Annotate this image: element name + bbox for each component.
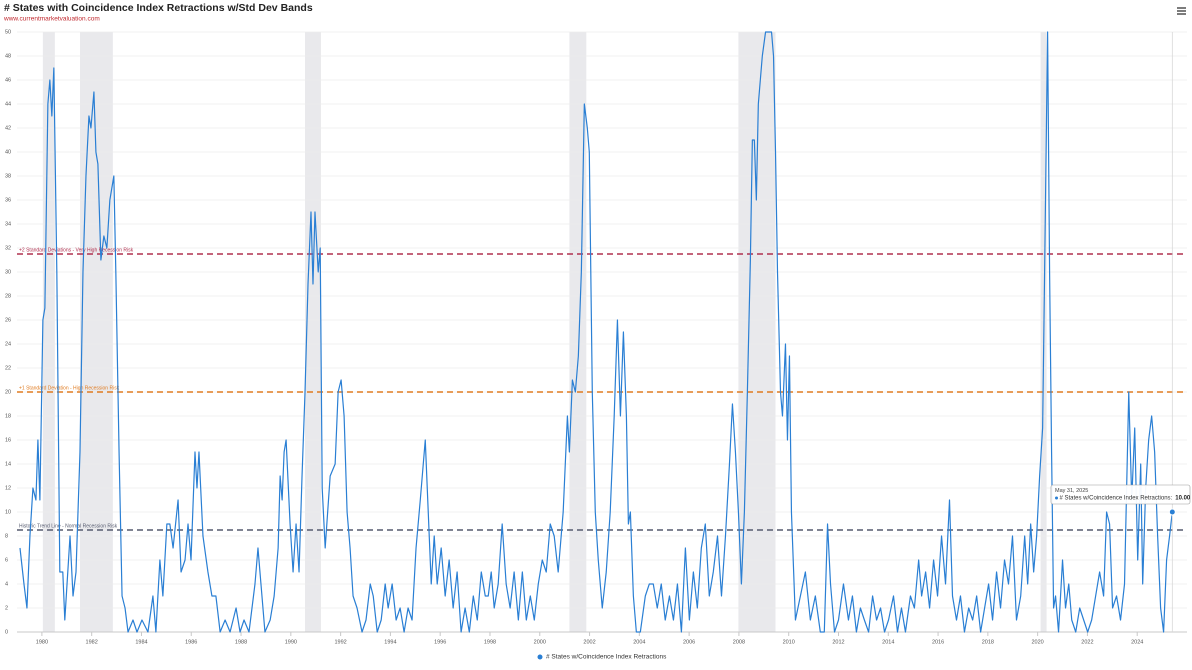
tooltip-date: May 31, 2025 [1055, 488, 1088, 494]
recession-band [79, 32, 113, 632]
reference-label: +1 Standard Deviation - High Recession R… [19, 385, 120, 391]
y-tick-label: 18 [5, 413, 11, 419]
tooltip-marker [1168, 508, 1176, 516]
y-tick-label: 48 [5, 53, 11, 59]
chart-title: # States with Coincidence Index Retracti… [4, 2, 313, 14]
x-tick-label: 1982 [86, 639, 98, 645]
x-tick-label: 2016 [932, 639, 944, 645]
x-tick-label: 2010 [783, 639, 795, 645]
recession-band [569, 32, 587, 632]
menu-button[interactable] [1174, 4, 1190, 18]
y-tick-label: 36 [5, 197, 11, 203]
x-tick-label: 2018 [982, 639, 994, 645]
x-tick-label: 1992 [334, 639, 346, 645]
x-tick-label: 2008 [733, 639, 745, 645]
y-tick-label: 34 [5, 221, 11, 227]
grid-layer [17, 31, 1187, 636]
y-tick-label: 30 [5, 269, 11, 275]
recession-band [738, 32, 776, 632]
x-tick-label: 2022 [1081, 639, 1093, 645]
tooltip-layer: May 31, 2025 # States w/Coincidence Index… [1050, 32, 1191, 632]
chart-subtitle: www.currentmarketvaluation.com [3, 16, 100, 23]
tooltip-box [1050, 484, 1191, 505]
y-tick-label: 40 [5, 149, 11, 155]
x-tick-label: 2020 [1032, 639, 1044, 645]
recession-band [305, 32, 321, 632]
legend-label: # States w/Coincidence Index Retractions [546, 654, 667, 661]
label-layer: 0246810121416182022242628303234363840424… [5, 29, 1143, 645]
y-tick-label: 10 [5, 509, 11, 515]
y-tick-label: 44 [5, 101, 11, 107]
x-tick-label: 1984 [135, 639, 147, 645]
x-tick-label: 1990 [285, 639, 297, 645]
y-tick-label: 16 [5, 437, 11, 443]
y-tick-label: 0 [5, 629, 8, 635]
recession-band [42, 32, 55, 632]
x-tick-label: 1994 [384, 639, 396, 645]
x-tick-label: 1980 [36, 639, 48, 645]
legend: # States w/Coincidence Index Retractions [537, 654, 667, 661]
x-tick-label: 2002 [583, 639, 595, 645]
x-tick-label: 2014 [882, 639, 894, 645]
x-tick-label: 2004 [633, 639, 645, 645]
y-tick-label: 24 [5, 341, 11, 347]
reference-label: +2 Standard Deviations - Very High Reces… [19, 247, 134, 253]
y-tick-label: 12 [5, 485, 11, 491]
data-layer [19, 31, 1173, 633]
y-tick-label: 32 [5, 245, 11, 251]
y-tick-label: 20 [5, 389, 11, 395]
x-tick-label: 2012 [832, 639, 844, 645]
y-tick-label: 26 [5, 317, 11, 323]
tooltip-value: 10.00 [1175, 496, 1191, 502]
x-tick-label: 2006 [683, 639, 695, 645]
reference-layer: +2 Standard Deviations - Very High Reces… [17, 247, 1187, 531]
x-tick-label: 1996 [434, 639, 446, 645]
y-tick-label: 22 [5, 365, 11, 371]
y-tick-label: 28 [5, 293, 11, 299]
y-tick-label: 42 [5, 125, 11, 131]
x-tick-label: 2000 [534, 639, 546, 645]
y-tick-label: 2 [5, 605, 8, 611]
tooltip-swatch [1055, 496, 1058, 500]
y-tick-label: 6 [5, 557, 8, 563]
tooltip-label: # States w/Coincidence Index Retractions… [1060, 496, 1173, 502]
y-tick-label: 38 [5, 173, 11, 179]
y-tick-label: 50 [5, 29, 11, 35]
x-tick-label: 2024 [1131, 639, 1143, 645]
legend-marker [537, 654, 543, 660]
series-line [19, 31, 1173, 633]
y-tick-label: 14 [5, 461, 11, 467]
y-tick-label: 4 [5, 581, 8, 587]
reference-label: Historic Trend Line - Normal Recession R… [19, 523, 118, 529]
y-tick-label: 8 [5, 533, 8, 539]
y-tick-label: 46 [5, 77, 11, 83]
x-tick-label: 1986 [185, 639, 197, 645]
x-tick-label: 1998 [484, 639, 496, 645]
x-tick-label: 1988 [235, 639, 247, 645]
